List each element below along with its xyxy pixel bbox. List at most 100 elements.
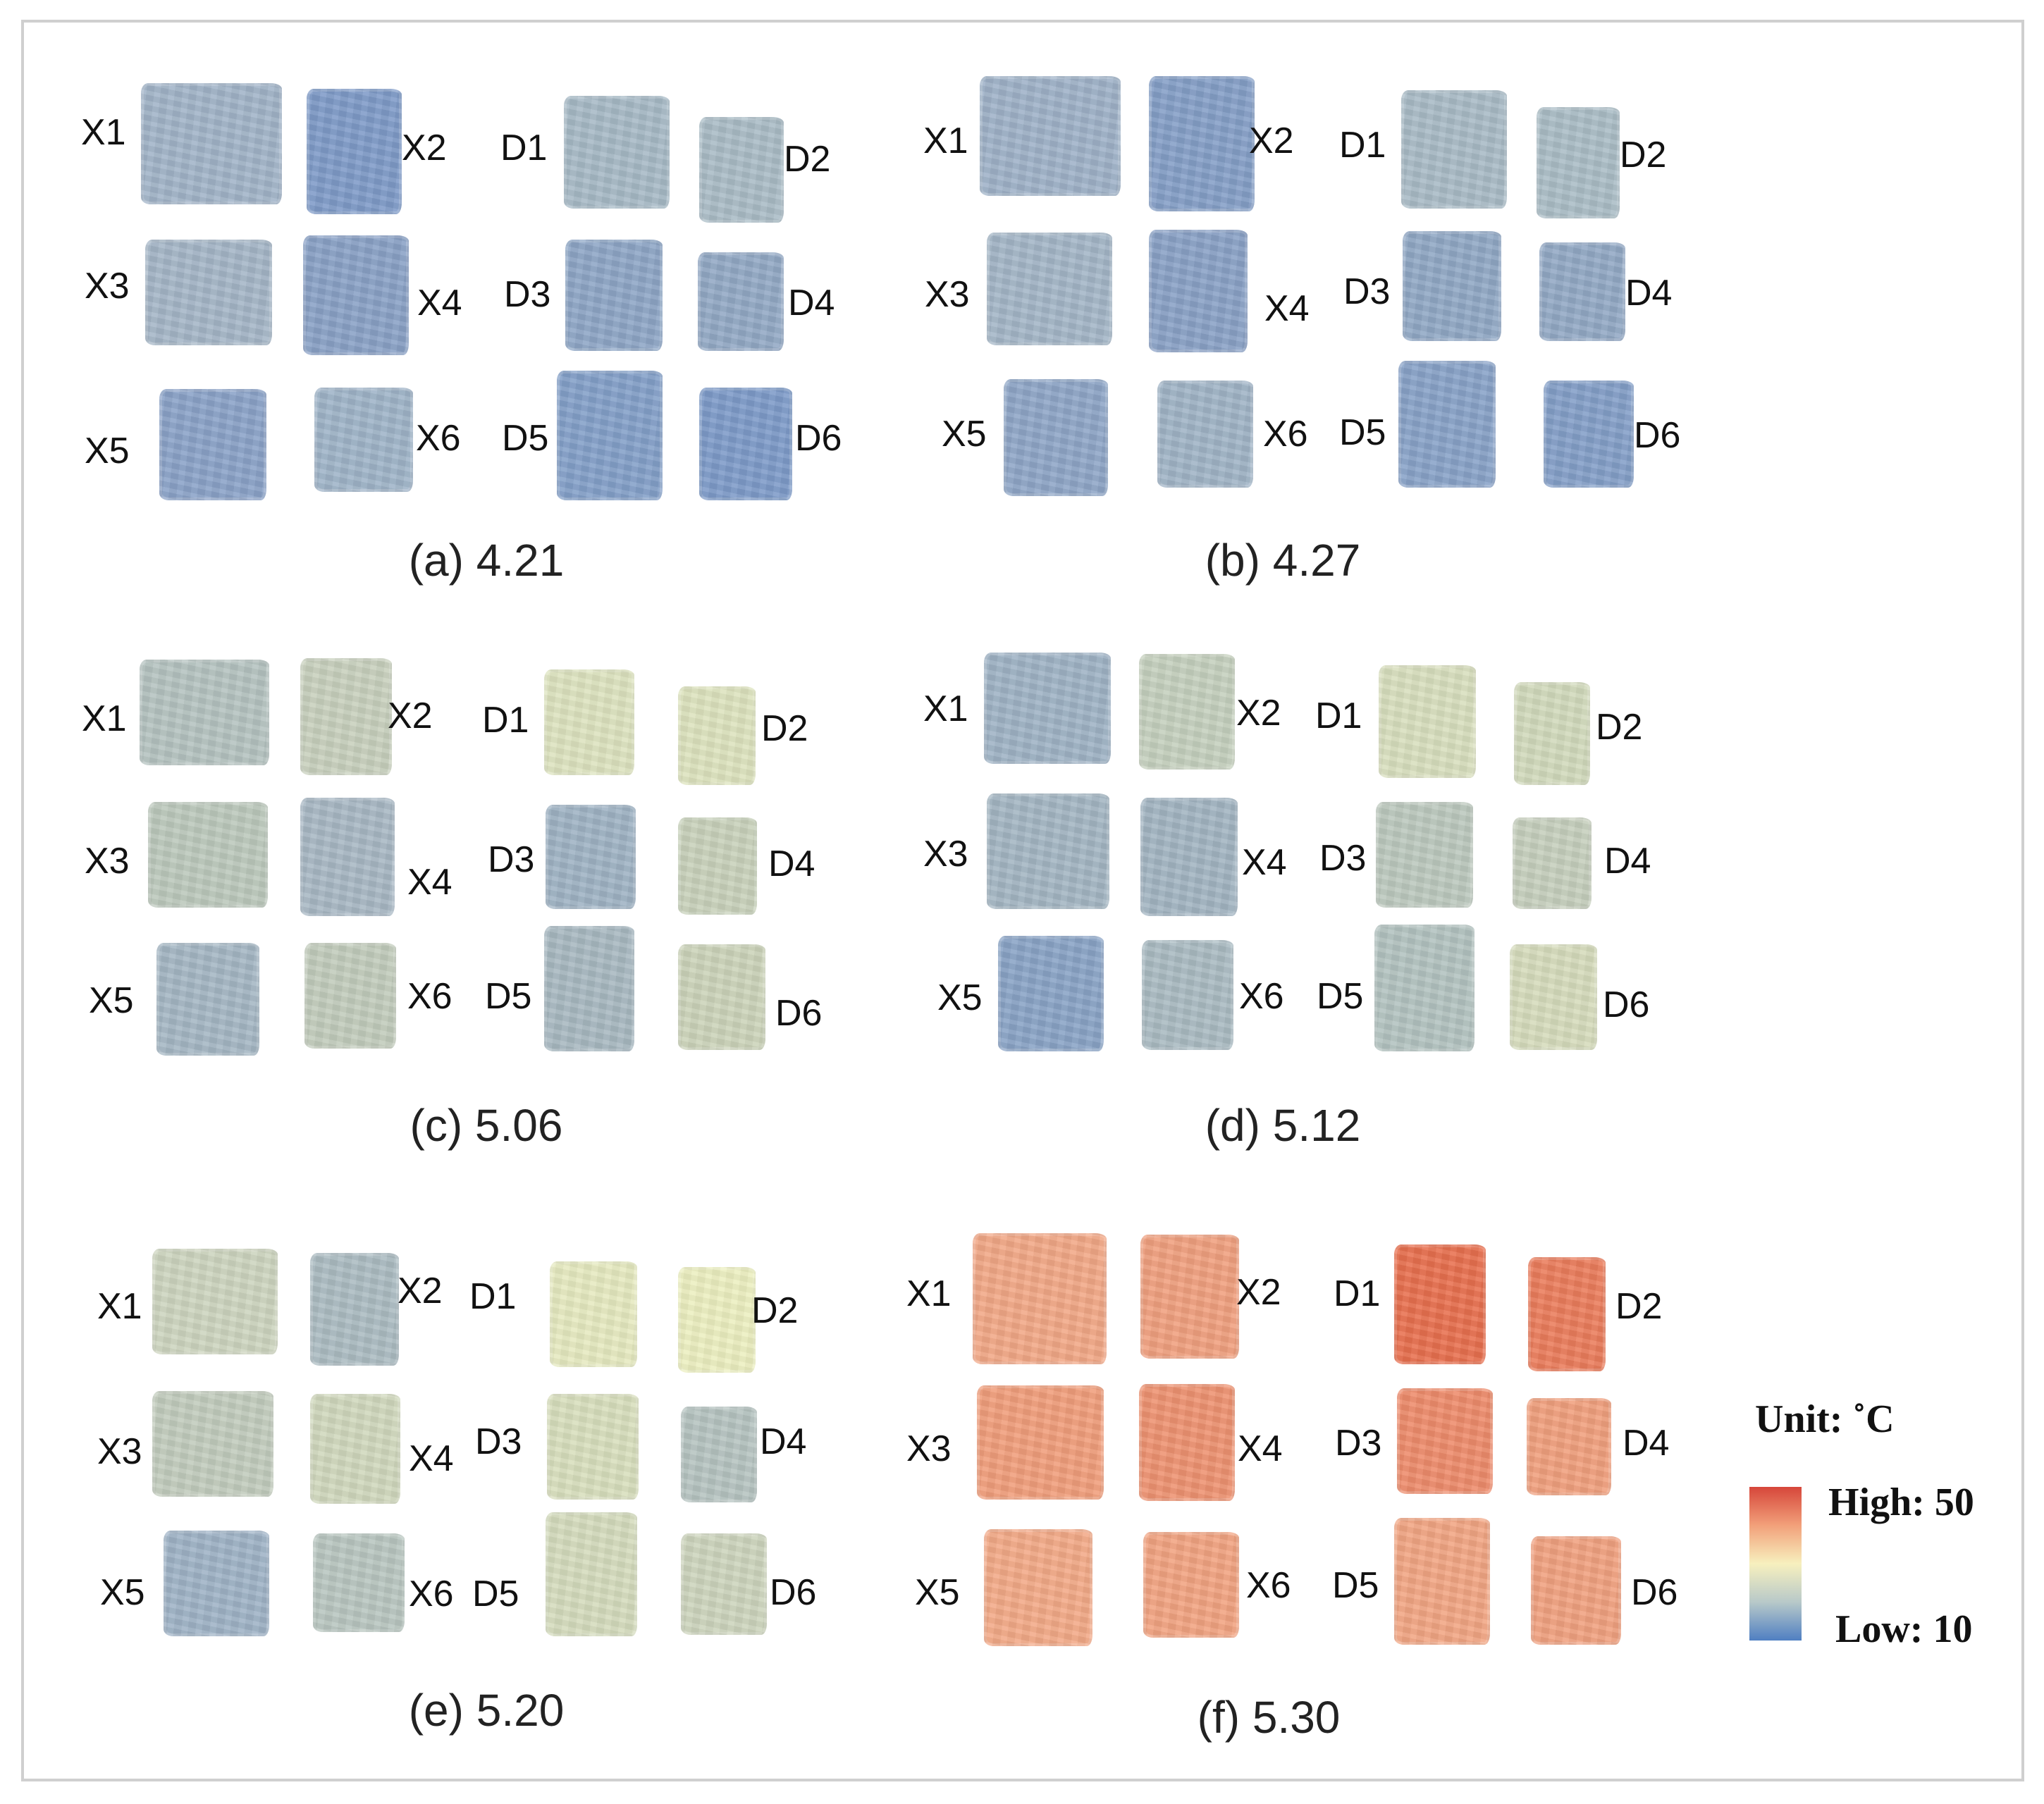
label-d4: D4 (768, 844, 815, 884)
field-d5 (544, 926, 634, 1051)
label-x6: X6 (407, 976, 452, 1017)
label-d3: D3 (488, 839, 535, 880)
label-d2: D2 (1615, 1286, 1663, 1327)
field-x4 (1139, 1384, 1235, 1501)
field-x2 (1139, 654, 1235, 770)
field-d4 (698, 252, 784, 351)
label-x2: X2 (398, 1271, 443, 1311)
label-d6: D6 (775, 993, 823, 1034)
label-d2: D2 (1596, 707, 1643, 748)
label-d1: D1 (1334, 1273, 1381, 1314)
field-d4 (678, 817, 757, 915)
label-x2: X2 (402, 128, 447, 168)
label-d6: D6 (770, 1572, 817, 1613)
field-d5 (1394, 1518, 1490, 1645)
field-x6 (304, 943, 396, 1049)
label-x4: X4 (417, 283, 462, 323)
field-d5 (1398, 361, 1496, 488)
caption-f: (f) 5.30 (1197, 1692, 1341, 1743)
label-x3: X3 (906, 1428, 952, 1469)
label-x6: X6 (416, 418, 461, 459)
panel-f: X1 X2 D1 D2 X3 X4 D3 D4 X5 X6 D5 D6 (f) … (902, 1219, 1804, 1797)
field-d1 (564, 96, 670, 209)
field-d2 (1514, 682, 1590, 785)
label-x2: X2 (1236, 693, 1281, 734)
label-x1: X1 (82, 698, 127, 739)
field-x3 (152, 1391, 273, 1497)
label-x3: X3 (923, 834, 968, 875)
field-x4 (310, 1394, 400, 1504)
label-x4: X4 (1242, 842, 1287, 883)
caption-a: (a) 4.21 (408, 535, 565, 586)
label-d2: D2 (784, 139, 831, 180)
field-d6 (1510, 944, 1597, 1050)
field-x2 (307, 89, 402, 214)
label-x4: X4 (1238, 1428, 1283, 1469)
label-d1: D1 (500, 128, 548, 168)
label-d5: D5 (485, 976, 532, 1017)
field-x6 (1143, 1532, 1239, 1638)
field-d3 (565, 240, 663, 351)
panel-e: X1 X2 D1 D2 X3 X4 D3 D4 X5 X6 D5 D6 (e) … (78, 1226, 980, 1804)
field-d3 (547, 1394, 639, 1500)
field-x4 (1140, 798, 1238, 916)
label-d5: D5 (1317, 976, 1364, 1017)
label-d3: D3 (475, 1421, 522, 1462)
label-x4: X4 (1264, 288, 1310, 329)
panel-b: X1 X2 D1 D2 X3 X4 D3 D4 X5 X6 D5 D6 (b) … (916, 76, 1818, 654)
field-d6 (681, 1533, 767, 1635)
legend-high: High: 50 (1828, 1481, 1974, 1524)
field-d2 (1537, 107, 1620, 218)
label-d4: D4 (1625, 273, 1673, 314)
field-x4 (1149, 230, 1248, 352)
field-x6 (314, 388, 413, 492)
field-d4 (1539, 242, 1625, 341)
label-d2: D2 (751, 1290, 799, 1331)
legend-low: Low: 10 (1835, 1607, 1973, 1651)
label-x1: X1 (923, 688, 968, 729)
field-d2 (699, 117, 784, 223)
field-x2 (1140, 1235, 1239, 1359)
label-x2: X2 (1236, 1272, 1281, 1313)
field-d1 (550, 1261, 637, 1367)
field-x2 (300, 658, 392, 775)
field-x3 (987, 793, 1109, 909)
field-d3 (1403, 231, 1501, 341)
figure-frame (21, 20, 2024, 1781)
label-d1: D1 (1315, 696, 1362, 736)
label-x5: X5 (89, 980, 134, 1021)
field-x5 (156, 943, 259, 1056)
label-x5: X5 (915, 1572, 960, 1613)
caption-e: (e) 5.20 (408, 1685, 565, 1736)
field-d5 (1374, 925, 1474, 1051)
field-d3 (1376, 802, 1473, 908)
label-d6: D6 (1634, 415, 1681, 456)
label-d1: D1 (469, 1276, 517, 1317)
label-x3: X3 (97, 1431, 142, 1472)
label-x1: X1 (97, 1286, 142, 1327)
label-x6: X6 (1246, 1565, 1291, 1606)
label-d4: D4 (1623, 1423, 1670, 1464)
field-d3 (1397, 1388, 1493, 1494)
label-x5: X5 (85, 431, 130, 471)
field-d4 (681, 1407, 757, 1502)
label-d6: D6 (1603, 984, 1650, 1025)
field-d6 (1544, 381, 1634, 488)
field-d5 (546, 1512, 637, 1636)
field-x1 (973, 1233, 1107, 1364)
label-x2: X2 (388, 696, 433, 736)
label-d3: D3 (504, 274, 551, 315)
field-d3 (546, 805, 636, 909)
caption-c: (c) 5.06 (410, 1100, 563, 1151)
label-d6: D6 (1631, 1572, 1678, 1613)
field-d4 (1527, 1398, 1611, 1495)
field-d6 (1531, 1536, 1621, 1645)
field-x6 (313, 1533, 405, 1632)
field-d6 (699, 388, 792, 500)
label-x1: X1 (923, 121, 968, 161)
label-x3: X3 (85, 841, 130, 882)
field-x3 (977, 1385, 1104, 1500)
label-x4: X4 (407, 862, 452, 903)
label-d3: D3 (1335, 1423, 1382, 1464)
field-x1 (980, 76, 1121, 196)
